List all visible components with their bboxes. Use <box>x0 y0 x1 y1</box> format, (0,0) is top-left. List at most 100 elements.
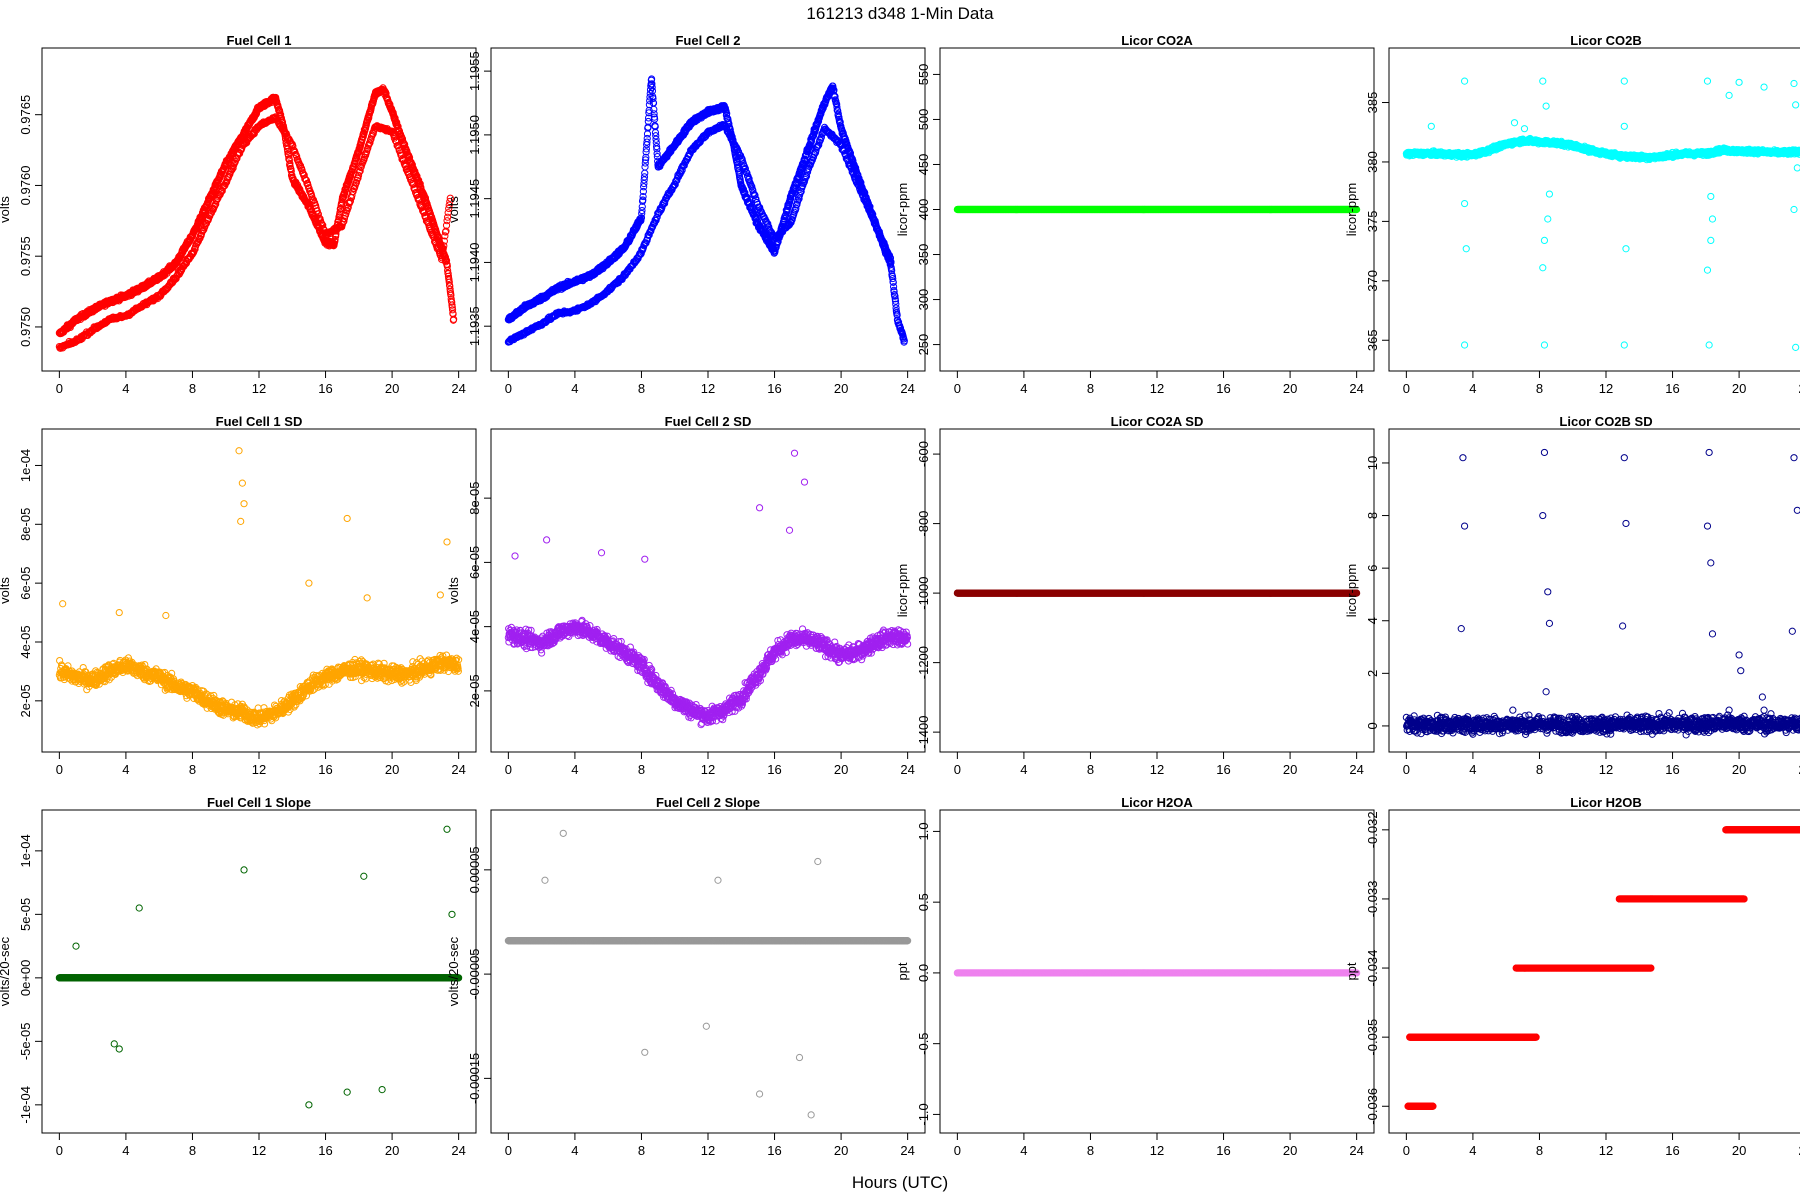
data-point <box>648 83 656 91</box>
data-points <box>953 205 1361 214</box>
y-tick-label: 0.9760 <box>18 166 33 206</box>
data-point <box>394 122 402 131</box>
panel-fuel-cell-2: Fuel Cell 20 4 8 12 16 20 241.19351.19401.1945… <box>446 33 926 396</box>
x-tick-label: 16 <box>767 381 781 396</box>
data-point <box>405 153 414 162</box>
data-point <box>338 198 346 206</box>
plot-frame <box>490 47 926 372</box>
data-point <box>639 187 647 196</box>
data-point <box>440 242 448 250</box>
data-point <box>639 196 647 204</box>
data-point <box>641 163 649 171</box>
data-point <box>650 110 658 118</box>
data-point <box>643 138 651 146</box>
data-point <box>446 282 454 290</box>
data-point <box>641 169 649 177</box>
data-points <box>504 75 908 346</box>
data-point <box>641 156 650 164</box>
data-point <box>446 194 454 202</box>
data-point <box>392 138 401 146</box>
y-tick-label: 1.1940 <box>467 243 482 283</box>
data-point <box>648 87 657 95</box>
data-point <box>448 298 456 306</box>
data-point <box>331 235 339 244</box>
data-point <box>250 130 258 138</box>
data-point <box>289 142 297 150</box>
x-tick-label: 0 <box>56 381 63 396</box>
figure-title: 161213 d348 1-Min Data <box>806 4 994 23</box>
data-point <box>642 153 650 161</box>
y-tick-label: 0.9765 <box>18 95 33 135</box>
data-point <box>191 245 199 253</box>
y-tick-label: 0.9755 <box>18 236 33 276</box>
x-tick-label: 8 <box>1087 381 1094 396</box>
data-point <box>228 166 236 174</box>
data-point <box>445 204 453 213</box>
x-tick-label: 12 <box>1150 381 1164 396</box>
x-tick-label: 24 <box>1349 381 1363 396</box>
data-point <box>639 192 647 201</box>
x-tick-label: 20 <box>385 381 399 396</box>
data-point <box>640 179 648 188</box>
data-point <box>348 191 356 199</box>
y-axis-label: volts <box>446 196 461 223</box>
data-point <box>446 197 454 206</box>
data-point <box>637 214 646 222</box>
x-tick-label: 24 <box>451 381 465 396</box>
y-tick-label: 300 <box>916 289 931 311</box>
y-tick-label: 1.1950 <box>467 115 482 155</box>
panel-title: Licor CO2A <box>1121 33 1193 48</box>
x-tick-label: 0 <box>954 381 961 396</box>
data-point <box>450 315 458 323</box>
data-point <box>229 164 237 172</box>
y-tick-label: 450 <box>916 154 931 176</box>
x-tick-label: 8 <box>638 381 645 396</box>
data-point <box>640 183 648 191</box>
data-point <box>356 167 364 175</box>
data-point <box>444 209 452 217</box>
data-point <box>349 187 357 196</box>
data-point <box>640 176 648 184</box>
data-point <box>645 109 653 117</box>
data-point <box>409 181 417 189</box>
data-point <box>638 209 646 218</box>
data-point <box>651 128 660 137</box>
x-tick-label: 4 <box>571 381 578 396</box>
data-point <box>645 101 654 109</box>
y-tick-label: 500 <box>916 109 931 131</box>
data-point <box>443 262 451 270</box>
data-point <box>444 213 452 221</box>
data-point <box>649 94 657 103</box>
data-point <box>406 172 414 181</box>
data-point <box>652 132 660 140</box>
data-point <box>644 117 652 126</box>
panel-title: Fuel Cell 2 <box>675 33 740 48</box>
x-tick-label: 16 <box>318 381 332 396</box>
data-point <box>438 254 446 262</box>
data-point <box>648 80 656 88</box>
data-point <box>652 142 661 151</box>
data-point <box>442 221 451 229</box>
data-point <box>416 180 424 188</box>
y-tick-label: 350 <box>916 244 931 266</box>
data-point <box>638 206 646 215</box>
data-point <box>439 244 447 253</box>
data-point <box>445 201 453 209</box>
x-tick-label: 16 <box>1216 381 1230 396</box>
x-tick-label: 20 <box>834 381 848 396</box>
data-point <box>648 75 656 83</box>
x-tick-label: 20 <box>1283 381 1297 396</box>
data-point <box>645 106 653 114</box>
x-tick-label: 8 <box>189 381 196 396</box>
data-point <box>243 139 251 147</box>
y-axis-label: licor-ppm <box>895 183 910 236</box>
y-tick-label: 1.1955 <box>467 51 482 91</box>
data-point <box>337 204 345 213</box>
data-point <box>346 198 354 206</box>
x-tick-label: 24 <box>900 381 914 396</box>
panel-title: Fuel Cell 1 <box>226 33 291 48</box>
data-point <box>314 210 322 218</box>
y-axis-label: volts <box>0 196 12 223</box>
